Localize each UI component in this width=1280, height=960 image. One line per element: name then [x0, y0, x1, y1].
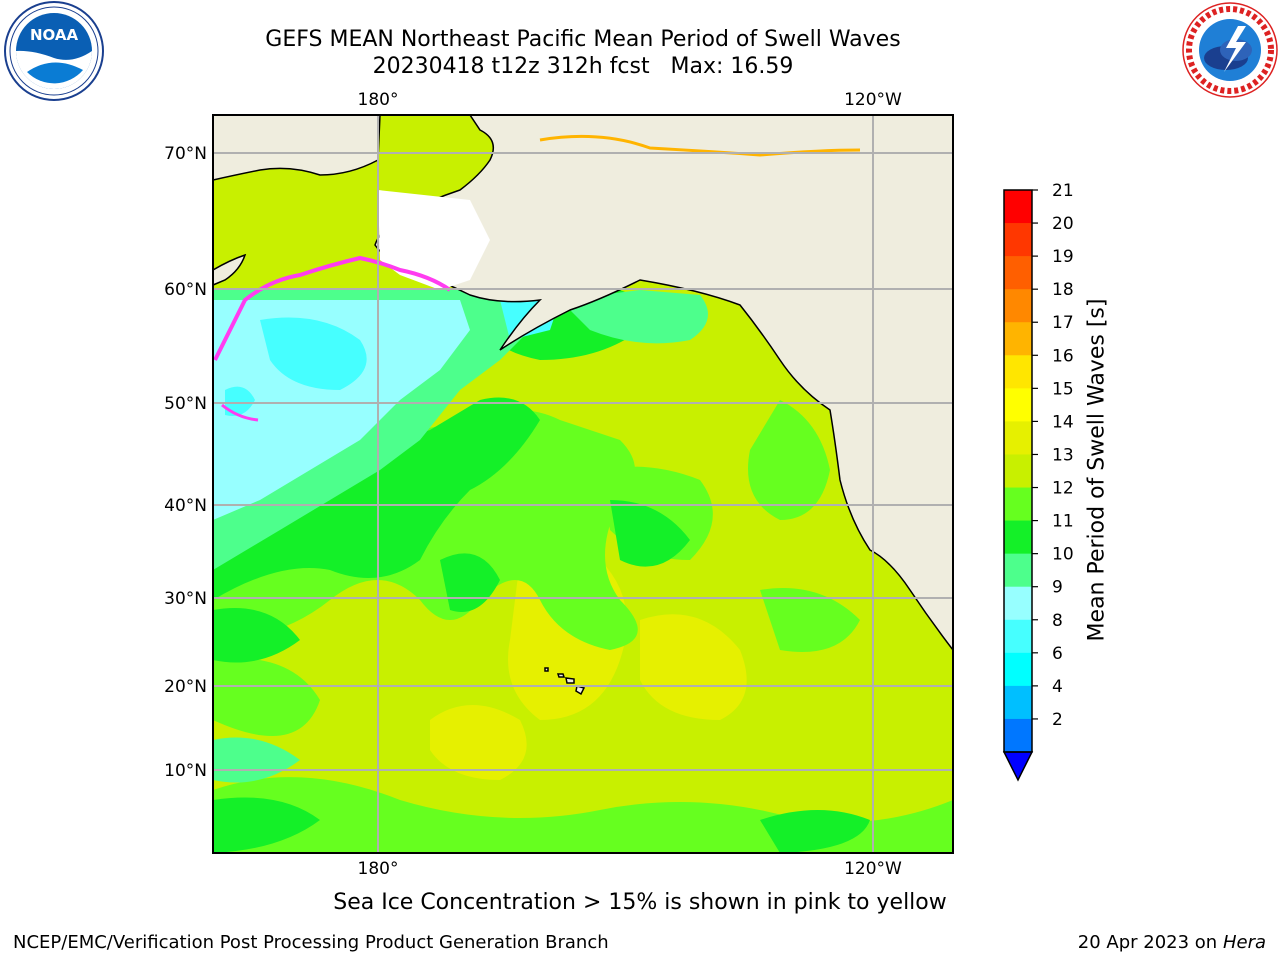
colorbar-tick-label: 15 — [1052, 379, 1074, 399]
colorbar-segment — [1004, 685, 1032, 720]
swell-yellow-region — [430, 540, 747, 780]
colorbar-frame — [1003, 189, 1033, 753]
colorbar-tick-label: 4 — [1052, 677, 1063, 697]
svg-text:NOAA: NOAA — [30, 26, 79, 44]
graticule — [213, 115, 953, 853]
colorbar-tick-label: 17 — [1052, 313, 1074, 333]
colorbar-tick-label: 8 — [1052, 611, 1063, 631]
swell-bright-green-region — [213, 290, 870, 853]
colorbar-segment — [1004, 553, 1032, 588]
colorbar-tick-label: 9 — [1052, 578, 1063, 598]
colorbar-tick-label: 6 — [1052, 644, 1063, 664]
colorbar-segment — [1004, 586, 1032, 621]
colorbar-tick-label: 2 — [1052, 710, 1063, 730]
colorbar-tick-label: 10 — [1052, 545, 1074, 565]
colorbar-tick-label: 21 — [1052, 181, 1074, 201]
lat-label-50n: 50°N — [164, 394, 207, 414]
lat-label-10n: 10°N — [164, 761, 207, 781]
colorbar-segment — [1004, 421, 1032, 455]
colorbar-tick-label: 16 — [1052, 346, 1074, 366]
colorbar-segment — [1004, 520, 1032, 555]
colorbar-segment — [1004, 718, 1032, 753]
colorbar-extend-triangle — [1002, 751, 1034, 782]
hawaii-islands — [544, 667, 586, 696]
map-area — [213, 115, 953, 853]
footer-credit: NCEP/EMC/Verification Post Processing Pr… — [13, 932, 609, 953]
sea-ice-edge-south — [221, 403, 259, 422]
sea-ice-yellow — [539, 134, 861, 157]
colorbar-tick-label: 18 — [1052, 280, 1074, 300]
colorbar-segment — [1004, 355, 1032, 389]
colorbar-tick-label: 19 — [1052, 247, 1074, 267]
lat-label-40n: 40°N — [164, 496, 207, 516]
colorbar: 21 20 19 18 17 16 15 14 13 12 11 10 9 8 6 4 2 — [1002, 181, 1074, 782]
lon-label-bottom-180: 180° — [358, 859, 399, 879]
national-weather-service-logo — [1182, 2, 1278, 98]
colorbar-segment — [1004, 190, 1032, 224]
swell-cyan-region — [225, 300, 560, 416]
caption-text: Sea Ice Concentration > 15% is shown in … — [333, 890, 947, 915]
sea-ice-edge — [213, 255, 452, 361]
colorbar-segment — [1004, 223, 1032, 257]
caption: Sea Ice Concentration > 15% is shown in … — [0, 890, 1280, 915]
colorbar-tick-label: 12 — [1052, 479, 1074, 499]
map-frame — [212, 114, 954, 854]
lat-label-30n: 30°N — [164, 589, 207, 609]
colorbar-segment — [1004, 289, 1032, 323]
sea-ice-white-area — [378, 190, 490, 290]
chart-subtitle: 20230418 t12z 312h fcst Max: 16.59 — [372, 54, 794, 79]
colorbar-tick-label: 13 — [1052, 445, 1074, 465]
colorbar-title: Mean Period of Swell Waves [s] — [1084, 298, 1110, 642]
colorbar-segment — [1004, 454, 1032, 489]
colorbar-segment — [1004, 619, 1032, 654]
footer-date: 20 Apr 2023 on Hera — [1078, 932, 1266, 953]
lon-label-top-180: 180° — [358, 90, 399, 110]
lat-label-60n: 60°N — [164, 280, 207, 300]
colorbar-segment — [1004, 388, 1032, 422]
colorbar-segment — [1004, 322, 1032, 356]
footer-machine: Hera — [1222, 932, 1266, 953]
noaa-logo: NOAA — [4, 1, 104, 101]
siberia-landmass — [213, 115, 381, 286]
lat-label-70n: 70°N — [164, 144, 207, 164]
chart-title: GEFS MEAN Northeast Pacific Mean Period … — [265, 27, 901, 52]
colorbar-segment — [1004, 487, 1032, 522]
lon-label-bottom-120w: 120°W — [844, 859, 902, 879]
footer-date-text: 20 Apr 2023 on — [1077, 932, 1223, 953]
colorbar-tick-label: 20 — [1052, 214, 1074, 234]
colorbar-segment — [1004, 256, 1032, 290]
colorbar-tick-label: 14 — [1052, 412, 1074, 432]
colorbar-segment — [1004, 652, 1032, 687]
lat-label-20n: 20°N — [164, 677, 207, 697]
lon-label-top-120w: 120°W — [844, 90, 902, 110]
colorbar-tick-label: 11 — [1052, 512, 1074, 532]
